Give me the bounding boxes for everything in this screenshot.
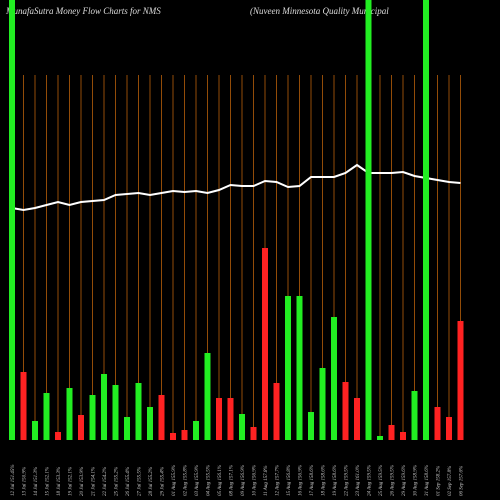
x-tick-label: 25 Jul 155.2% (115, 467, 120, 496)
bar (170, 433, 176, 440)
bar (158, 395, 165, 440)
x-tick-label: 13 Jul 150.9% (23, 467, 28, 496)
bar (377, 436, 383, 440)
x-tick-label: 01 Aug 155.9% (172, 465, 177, 496)
highlight-band (423, 0, 429, 440)
bar (319, 368, 326, 440)
bar (262, 248, 268, 440)
x-tick-label: 02 Sep 157.8% (448, 466, 453, 496)
x-tick-label: 11 Aug 157.8% (264, 465, 269, 496)
chart-subtitle: (Nuveen Minnesota Quality Municipal (250, 6, 389, 16)
x-tick-label: 03 Aug 155.9% (195, 465, 200, 496)
x-tick-label: 22 Aug 159.5% (345, 465, 350, 496)
bar (411, 391, 418, 440)
x-tick-label: 20 Jul 153.9% (80, 467, 85, 496)
x-tick-label: 10 Aug 156.9% (253, 465, 258, 496)
x-tick-label: 09 Aug 156.9% (241, 465, 246, 496)
x-tick-label: 12 Aug 157.7% (276, 465, 281, 496)
bar (342, 382, 349, 440)
bar (457, 321, 464, 440)
bar (135, 383, 142, 440)
bar (250, 427, 257, 440)
x-tick-label: 26 Jul 155.4% (126, 467, 131, 496)
bar (78, 415, 84, 440)
bar (20, 372, 27, 440)
bar (273, 383, 280, 440)
x-tick-label: 08 Aug 157.1% (230, 465, 235, 496)
x-tick-label: 06 Sep 157.6% (460, 466, 465, 496)
bar (43, 393, 50, 440)
x-tick-label: 02 Aug 155.8% (184, 465, 189, 496)
bar (331, 317, 337, 440)
bar (101, 374, 107, 440)
bar (181, 430, 188, 440)
x-tick-label: 30 Aug 158.9% (414, 465, 419, 496)
bar (227, 398, 234, 440)
chart-title: MunafaSutra Money Flow Charts for NMS (5, 6, 161, 16)
bar (55, 432, 61, 440)
bar (400, 432, 406, 440)
x-tick-label: 16 Aug 156.9% (299, 465, 304, 496)
x-tick-label: 19 Jul 152.1% (69, 467, 74, 496)
bar (193, 421, 199, 440)
x-tick-label: 21 Jul 154.1% (92, 467, 97, 496)
bar (296, 296, 303, 440)
bar (388, 425, 395, 440)
x-tick-label: 24 Aug 159.5% (368, 465, 373, 496)
bar (354, 398, 360, 440)
bar (89, 395, 96, 440)
highlight-band (9, 0, 15, 440)
bar (66, 388, 73, 440)
x-tick-label: 29 Jul 155.4% (161, 467, 166, 496)
x-tick-label: 05 Aug 156.1% (218, 465, 223, 496)
x-tick-label: 12 Jul 151.45% (11, 464, 16, 496)
bar (147, 407, 153, 440)
x-tick-label: 22 Jul 154.2% (103, 467, 108, 496)
x-tick-label: 26 Aug 159.5% (391, 465, 396, 496)
x-tick-label: 04 Aug 155.5% (207, 465, 212, 496)
x-tick-label: 19 Aug 158.6% (333, 465, 338, 496)
x-tick-label: 31 Aug 158.6% (425, 465, 430, 496)
line (11, 163, 461, 212)
x-tick-label: 15 Jul 152.1% (46, 467, 51, 496)
bar (446, 417, 452, 440)
bar (124, 417, 130, 440)
bar (285, 296, 291, 440)
x-tick-label: 01 Sep 158.2% (437, 466, 442, 496)
x-tick-label: 17 Aug 158.6% (310, 465, 315, 496)
x-tick-label: 14 Jul 151.3% (34, 467, 39, 496)
bar (204, 353, 211, 440)
bar (308, 412, 314, 440)
x-tick-label: 18 Jul 153.3% (57, 467, 62, 496)
x-tick-label: 29 Aug 159.6% (402, 465, 407, 496)
x-tick-label: 28 Jul 155.2% (149, 467, 154, 496)
bar (216, 398, 222, 440)
x-tick-label: 23 Aug 161.0% (356, 465, 361, 496)
x-tick-label: 25 Aug 159.5% (379, 465, 384, 496)
bar (112, 385, 119, 440)
bar (239, 414, 245, 440)
bar (434, 407, 441, 440)
x-tick-label: 27 Jul 155.5% (138, 467, 143, 496)
highlight-band (365, 0, 372, 440)
x-tick-label: 15 Aug 156.8% (287, 465, 292, 496)
x-tick-label: 18 Aug 158.6% (322, 465, 327, 496)
bar (32, 421, 38, 440)
